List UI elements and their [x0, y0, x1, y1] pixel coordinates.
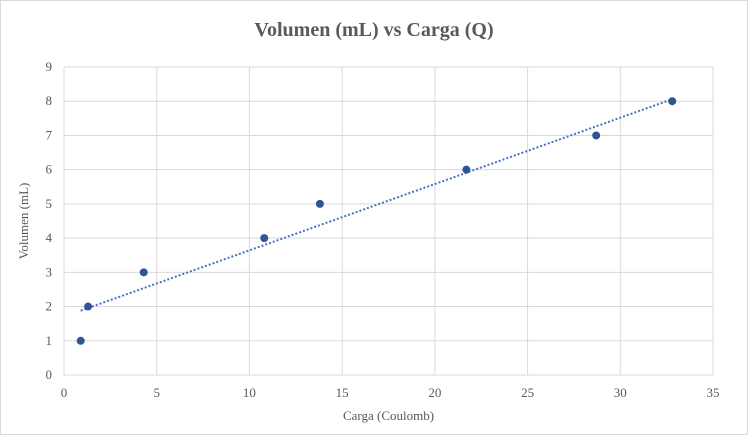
y-tick-label: 0: [46, 367, 53, 382]
x-tick-label: 25: [521, 385, 534, 400]
y-tick-label: 4: [46, 230, 53, 245]
trendline: [80, 98, 673, 312]
data-point: [462, 165, 471, 174]
data-point: [668, 97, 677, 106]
chart-title: Volumen (mL) vs Carga (Q): [254, 19, 494, 41]
data-point: [260, 234, 269, 243]
x-axis-title: Carga (Coulomb): [343, 408, 434, 423]
x-tick-label: 35: [707, 385, 720, 400]
data-point: [76, 336, 85, 345]
y-tick-label: 7: [46, 127, 53, 142]
data-point: [84, 302, 93, 311]
y-tick-label: 3: [46, 264, 53, 279]
y-axis-title: Volumen (mL): [16, 183, 31, 260]
data-point: [592, 131, 601, 140]
trendline-layer: [80, 98, 673, 312]
x-tick-label: 0: [61, 385, 68, 400]
y-tick-label: 1: [46, 333, 53, 348]
x-tick-label: 10: [243, 385, 256, 400]
y-tick-label: 9: [46, 59, 53, 74]
y-tick-label: 2: [46, 299, 53, 314]
data-point: [315, 199, 324, 208]
x-tick-label: 30: [614, 385, 627, 400]
gridlines: [63, 66, 714, 376]
y-tick-label: 6: [46, 162, 53, 177]
data-points: [76, 97, 677, 345]
data-point: [139, 268, 148, 277]
x-tick-label: 15: [336, 385, 349, 400]
x-tick-label: 20: [428, 385, 441, 400]
x-tick-label: 5: [153, 385, 160, 400]
y-tick-label: 5: [46, 196, 53, 211]
tick-labels: 0 1 2 3 4 5 6 7 8 9 0 5 10 15 20 25 30 35: [46, 59, 720, 400]
y-tick-label: 8: [46, 93, 53, 108]
